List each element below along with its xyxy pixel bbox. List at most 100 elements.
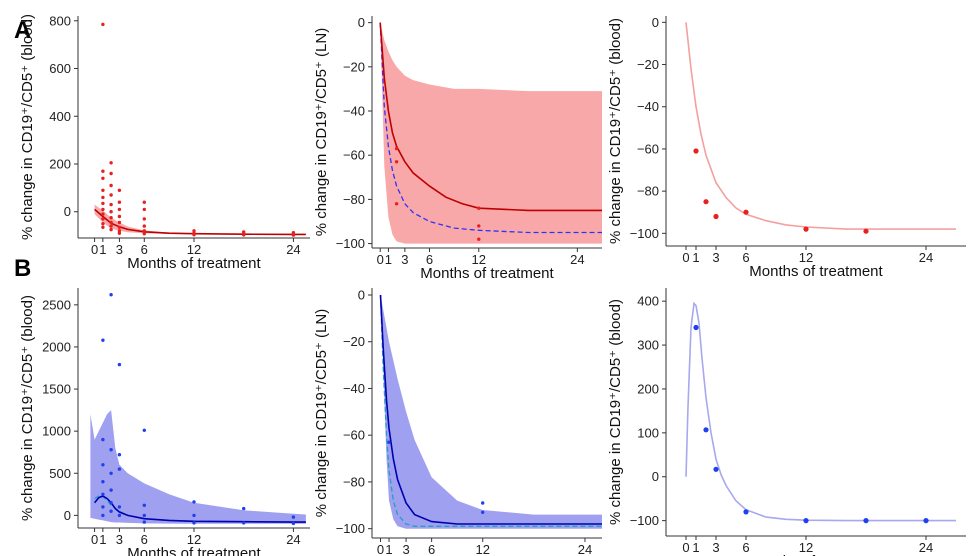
data-point bbox=[109, 161, 113, 165]
y-tick-label: 0 bbox=[652, 15, 659, 30]
x-tick-label: 24 bbox=[919, 540, 933, 555]
data-point bbox=[192, 521, 196, 525]
x-tick-label: 12 bbox=[187, 242, 201, 257]
uncertainty-band bbox=[380, 22, 602, 244]
data-point bbox=[101, 188, 105, 192]
data-point bbox=[101, 505, 105, 509]
median-line bbox=[379, 294, 602, 525]
y-axis-label: % change in CD19⁺/CD5⁺ (LN) bbox=[313, 28, 330, 236]
data-point bbox=[142, 513, 146, 518]
data-point bbox=[101, 201, 105, 206]
x-tick-label: 3 bbox=[712, 250, 719, 265]
y-axis-label: % change in CD19⁺/CD5⁺ (blood) bbox=[607, 18, 624, 244]
data-point bbox=[142, 207, 146, 212]
x-tick-label: 1 bbox=[692, 250, 699, 265]
median-line bbox=[379, 22, 602, 212]
data-point bbox=[142, 200, 146, 204]
x-tick-label: 6 bbox=[141, 242, 148, 257]
data-point bbox=[291, 521, 296, 526]
x-tick-label: 0 bbox=[682, 540, 689, 555]
data-point bbox=[117, 200, 122, 204]
data-point bbox=[142, 503, 146, 507]
data-point bbox=[192, 500, 196, 504]
x-tick-label: 6 bbox=[742, 250, 749, 265]
data-point bbox=[291, 233, 296, 237]
data-point bbox=[109, 224, 113, 228]
y-axis-label: % change in CD19⁺/CD5⁺ (blood) bbox=[19, 14, 36, 240]
data-point bbox=[387, 440, 391, 444]
x-tick-label: 12 bbox=[472, 252, 486, 267]
data-point bbox=[109, 471, 113, 475]
y-tick-label: −100 bbox=[336, 521, 365, 536]
data-point bbox=[703, 199, 709, 205]
data-point bbox=[142, 229, 146, 233]
data-point bbox=[477, 237, 481, 241]
y-tick-label: 2000 bbox=[42, 339, 71, 354]
y-tick-label: 400 bbox=[637, 294, 659, 309]
y-tick-label: 0 bbox=[64, 204, 71, 219]
y-axis-label: % change in CD19⁺/CD5⁺ (LN) bbox=[313, 309, 330, 517]
data-point bbox=[117, 505, 122, 509]
data-point bbox=[117, 467, 122, 471]
x-axis-label: Months of treatment bbox=[749, 553, 883, 556]
data-point bbox=[109, 171, 113, 176]
data-point bbox=[192, 233, 196, 237]
data-point bbox=[109, 488, 113, 492]
x-tick-label: 24 bbox=[286, 532, 300, 547]
data-point bbox=[101, 222, 105, 226]
data-point bbox=[192, 229, 196, 233]
data-point bbox=[117, 453, 122, 457]
data-point bbox=[693, 148, 699, 154]
data-point bbox=[101, 169, 105, 173]
data-point bbox=[743, 509, 749, 515]
y-tick-label: −80 bbox=[343, 192, 365, 207]
x-tick-label: 12 bbox=[187, 532, 201, 547]
data-point bbox=[803, 226, 809, 232]
x-tick-label: 24 bbox=[578, 542, 592, 556]
data-point bbox=[117, 513, 122, 518]
y-tick-label: −20 bbox=[637, 57, 659, 72]
data-point bbox=[101, 217, 105, 221]
dashed-prediction-line bbox=[379, 22, 602, 234]
data-point bbox=[142, 224, 146, 228]
x-tick-label: 0 bbox=[377, 542, 384, 556]
data-point bbox=[713, 466, 719, 472]
data-point bbox=[242, 506, 246, 511]
y-tick-label: 2500 bbox=[42, 297, 71, 312]
fitted-curve bbox=[685, 301, 956, 522]
y-tick-label: −20 bbox=[343, 59, 365, 74]
fitted-curve bbox=[685, 22, 956, 230]
data-point bbox=[117, 231, 122, 235]
y-axis-label: % change in CD19⁺/CD5⁺ (blood) bbox=[607, 299, 624, 525]
x-tick-label: 24 bbox=[286, 242, 300, 257]
data-point bbox=[101, 463, 105, 467]
y-tick-label: 0 bbox=[358, 15, 365, 30]
x-tick-label: 3 bbox=[402, 542, 409, 556]
data-point bbox=[713, 213, 719, 220]
y-tick-label: 800 bbox=[49, 13, 71, 28]
uncertainty-band bbox=[380, 295, 602, 529]
data-point bbox=[142, 217, 146, 221]
data-point bbox=[394, 146, 399, 151]
data-point bbox=[863, 518, 869, 524]
data-point bbox=[481, 501, 485, 505]
x-tick-label: 1 bbox=[385, 252, 392, 267]
data-point bbox=[863, 228, 869, 234]
y-tick-label: −60 bbox=[637, 141, 659, 156]
y-tick-label: 100 bbox=[637, 425, 659, 440]
data-point bbox=[117, 214, 122, 219]
x-tick-label: 0 bbox=[377, 252, 384, 267]
y-tick-label: 0 bbox=[652, 469, 659, 484]
x-tick-label: 1 bbox=[99, 242, 106, 257]
data-point bbox=[242, 521, 246, 525]
data-point bbox=[242, 233, 246, 237]
data-point bbox=[101, 513, 105, 518]
x-tick-label: 6 bbox=[141, 532, 148, 547]
y-tick-label: 1500 bbox=[42, 382, 71, 397]
y-tick-label: −60 bbox=[343, 148, 365, 163]
